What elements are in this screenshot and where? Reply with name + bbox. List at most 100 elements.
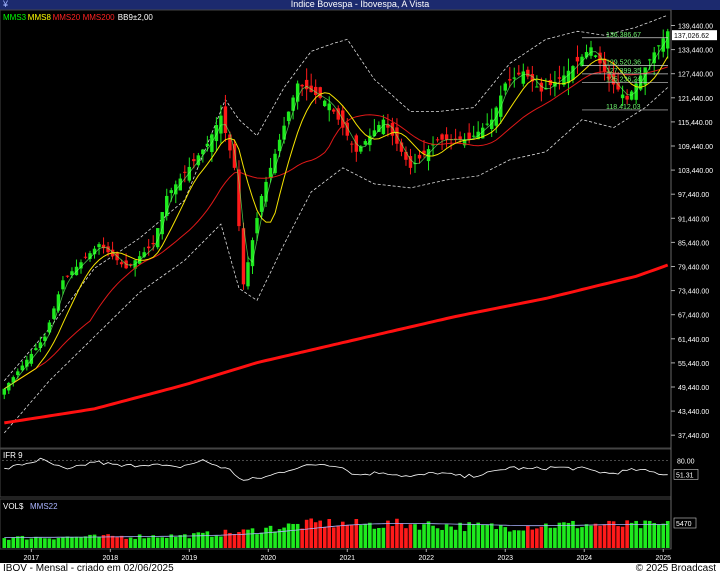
candle-body [517,72,521,75]
volume-bar [29,538,34,548]
volume-bar [566,522,571,548]
volume-series-label: MMS22 [30,502,58,511]
volume-bar [250,528,255,548]
candle-body [92,248,97,255]
menu-icon[interactable]: ¥ [3,0,9,9]
volume-bar [264,527,268,548]
candle-body [264,181,268,202]
volume-bar [106,534,110,548]
candle-body [593,55,598,57]
candle-body [277,139,282,151]
volume-bar [88,534,92,548]
volume-bar [372,528,377,548]
volume-panel-title: VOL$ [3,502,24,511]
volume-bar [2,538,7,548]
volume-bar [368,522,372,548]
volume-bar [589,525,593,548]
candle-body [11,377,15,383]
volume-bar [83,536,88,548]
candle-body [223,106,228,134]
candle-body [381,119,386,135]
candle-body [512,77,516,79]
candle-body [295,83,300,102]
y-tick-label: 115,440.00 [678,120,713,127]
y-tick-label: 109,440.00 [678,144,713,151]
volume-bar [70,537,74,548]
candle-body [521,71,526,84]
ifr-last-value-box [673,469,699,480]
volume-bar [467,522,471,548]
candle-body [625,95,629,100]
volume-bar [173,536,178,548]
mms3-line [4,38,669,390]
y-tick-label: 85,440.00 [678,240,709,247]
candle-body [151,242,155,245]
ifr-tick-label: 80.00 [677,459,695,466]
volume-bar [219,536,223,548]
candle-body [611,74,616,85]
volume-bar [322,527,327,548]
volume-bar [192,533,196,548]
candle-body [237,169,241,227]
candle-body [219,115,223,134]
volume-bar [34,536,38,548]
y-tick-label: 91,440.00 [678,216,709,223]
volume-bar [228,532,232,548]
y-tick-label: 139,440.00 [678,23,713,30]
candle-body [431,144,435,146]
price-level-label: 118.412,03 [606,104,641,111]
volume-bar [512,530,517,548]
volume-bar [404,528,408,548]
candle-body [490,119,494,129]
candle-body [165,195,169,217]
volume-bar [507,531,512,548]
volume-bar [277,529,282,548]
candle-body [187,166,192,181]
candle-body [61,280,65,290]
title-bar: ¥ Indice Bovespa - Ibovespa, A Vista [0,0,720,10]
volume-bar [169,534,174,548]
volume-bar [661,523,666,548]
volume-bar [155,537,160,548]
price-level-label: 136.386,67 [606,32,641,39]
volume-last-value-box [673,517,697,529]
candle-body [273,153,277,174]
volume-bar [160,537,165,548]
volume-bar [313,522,318,548]
x-tick-label: 2024 [576,555,592,562]
candle-body [106,246,110,253]
candle-body [535,86,539,88]
volume-bar [625,520,629,548]
volume-bar [408,524,413,548]
volume-bar [61,537,65,548]
volume-bar [151,535,156,548]
candle-body [666,31,670,49]
volume-bar [92,534,97,548]
volume-bar [196,532,201,548]
candle-body [250,240,255,267]
volume-bar [395,518,399,548]
volume-bar [327,519,332,548]
volume-bar [124,538,128,548]
volume-bar [273,531,277,548]
volume-bar [647,520,652,548]
candle-body [548,79,553,86]
candle-body [128,264,133,266]
candle-body [508,79,512,81]
price-level-label: 127.399,35 [606,68,641,75]
volume-bar [318,520,323,548]
volume-bar [584,524,589,548]
volume-bar [38,537,43,548]
last-price-label: 137,026.62 [674,33,709,40]
candle-body [259,195,264,212]
y-tick-label: 43,440.00 [678,409,709,416]
legend-entry: MMS3 [3,13,27,22]
x-tick-label: 2022 [418,555,434,562]
candle-body [453,138,458,140]
ifr-panel-title: IFR 9 [3,451,23,460]
mms8-line [4,56,669,390]
candle-body [282,125,286,140]
volume-bar [295,523,300,548]
candle-body [201,149,205,155]
candle-body [29,353,34,364]
